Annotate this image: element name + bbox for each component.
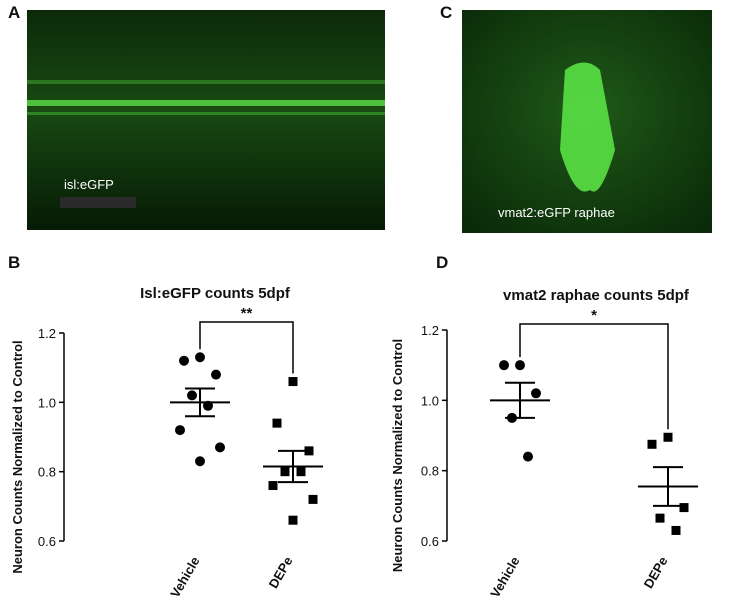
data-point xyxy=(531,388,541,399)
chart-title: vmat2 raphae counts 5dpf xyxy=(503,287,690,304)
panel-a: A isl:eGFP xyxy=(8,3,385,230)
data-point xyxy=(523,451,533,462)
error-bar xyxy=(278,449,308,484)
chart-title: Isl:eGFP counts 5dpf xyxy=(140,285,291,302)
x-tick-label: DEPe xyxy=(266,554,296,591)
y-tick-label: 1.0 xyxy=(38,395,56,410)
y-tick-label: 1.2 xyxy=(421,323,439,338)
y-axis-label: Neuron Counts Normalized to Control xyxy=(390,339,405,572)
image-caption: vmat2:eGFP raphae xyxy=(498,205,615,220)
data-point xyxy=(272,418,282,428)
data-point xyxy=(671,525,681,535)
y-tick-label: 0.8 xyxy=(421,464,439,479)
data-point xyxy=(679,503,689,513)
image-caption: isl:eGFP xyxy=(64,177,114,192)
y-tick-label: 1.0 xyxy=(421,393,439,408)
panel-label: D xyxy=(436,253,448,272)
micrograph xyxy=(27,10,385,230)
significance-bracket xyxy=(199,321,294,374)
raphe-signal xyxy=(560,62,615,192)
data-point xyxy=(179,355,189,366)
x-tick-label: Vehicle xyxy=(167,554,202,600)
significance-annotation: * xyxy=(591,307,597,324)
fluorescence-line xyxy=(27,100,385,106)
y-tick-label: 1.2 xyxy=(38,326,56,341)
panel-label: B xyxy=(8,253,20,272)
data-point xyxy=(195,352,205,363)
data-point xyxy=(655,513,665,523)
error-bar xyxy=(505,381,535,419)
data-point xyxy=(211,369,221,380)
data-point xyxy=(515,360,525,371)
data-point xyxy=(288,377,298,387)
error-bar xyxy=(653,466,683,507)
data-point xyxy=(280,467,290,477)
panel-c: C vmat2:eGFP raphae xyxy=(440,3,712,233)
y-tick-label: 0.6 xyxy=(38,534,56,549)
error-bar xyxy=(185,387,215,418)
significance-bracket xyxy=(519,323,669,430)
data-point xyxy=(195,456,205,467)
panel-label: A xyxy=(8,3,20,22)
data-point xyxy=(215,442,225,453)
y-axis-label: Neuron Counts Normalized to Control xyxy=(10,340,25,573)
data-point xyxy=(296,467,306,477)
data-point xyxy=(175,425,185,436)
data-point xyxy=(304,446,314,456)
y-tick-label: 0.6 xyxy=(421,534,439,549)
data-point xyxy=(268,481,278,491)
x-tick-label: Vehicle xyxy=(487,554,522,600)
panel-label: C xyxy=(440,3,452,22)
data-point xyxy=(187,390,197,401)
data-point xyxy=(288,515,298,525)
data-point xyxy=(647,439,657,449)
data-point xyxy=(663,432,673,442)
data-point xyxy=(308,494,318,504)
data-point xyxy=(499,360,509,371)
significance-annotation: ** xyxy=(241,305,253,322)
fluorescence-line xyxy=(27,112,385,115)
y-tick-label: 0.8 xyxy=(38,465,56,480)
scale-bar xyxy=(60,197,136,208)
x-tick-label: DEPe xyxy=(641,554,671,591)
fluorescence-line xyxy=(27,80,385,84)
